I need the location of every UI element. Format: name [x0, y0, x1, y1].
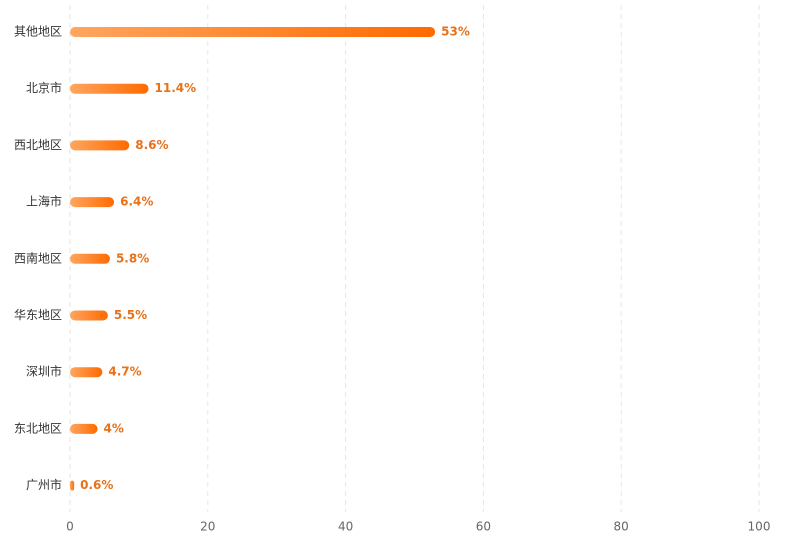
value-label: 0.6% [80, 478, 113, 492]
x-tick-label: 20 [200, 520, 215, 534]
x-tick-label: 40 [338, 520, 353, 534]
value-label: 4% [104, 421, 124, 435]
value-label: 5.5% [114, 308, 147, 322]
category-label: 广州市 [26, 477, 62, 492]
value-label: 6.4% [120, 195, 153, 209]
value-label: 4.7% [108, 365, 141, 379]
x-tick-label: 0 [66, 520, 74, 534]
bar [70, 83, 149, 94]
x-tick-label: 60 [476, 520, 491, 534]
category-label: 华东地区 [14, 308, 62, 322]
bar [70, 253, 110, 264]
category-label: 其他地区 [14, 25, 62, 39]
bar [70, 310, 108, 321]
category-label: 西北地区 [14, 138, 62, 152]
category-label: 西南地区 [14, 250, 62, 265]
value-label: 8.6% [135, 138, 168, 152]
category-label: 北京市 [26, 80, 62, 95]
bar [70, 367, 103, 378]
x-tick-label: 80 [614, 520, 629, 534]
value-label: 5.8% [116, 251, 149, 265]
category-label: 东北地区 [14, 421, 62, 435]
value-label: 11.4% [155, 81, 197, 95]
value-label: 53% [441, 25, 470, 39]
category-label: 深圳市 [26, 364, 62, 379]
bar [70, 423, 98, 434]
bar [70, 27, 436, 37]
bar [70, 140, 130, 151]
x-tick-label: 100 [748, 520, 771, 534]
bar [70, 480, 75, 491]
category-label: 上海市 [26, 194, 62, 209]
bar [70, 197, 115, 208]
